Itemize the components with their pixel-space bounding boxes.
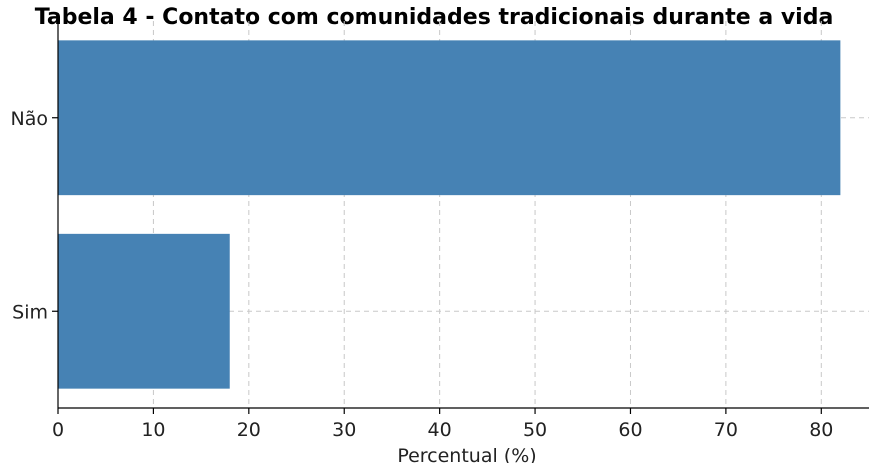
x-tick-label: 80 xyxy=(809,419,833,441)
ticks-layer: 0 10 20 30 40 50 60 70 80 Não Sim xyxy=(11,108,834,441)
y-tick-label: Não xyxy=(11,108,48,130)
bar xyxy=(58,233,230,389)
x-tick-label: 50 xyxy=(523,419,547,441)
x-tick-label: 60 xyxy=(618,419,642,441)
bar xyxy=(58,40,841,196)
x-tick-label: 30 xyxy=(332,419,356,441)
x-tick-label: 10 xyxy=(141,419,165,441)
x-tick-label: 40 xyxy=(428,419,452,441)
x-tick-label: 20 xyxy=(237,419,261,441)
axes-layer xyxy=(57,21,869,409)
x-tick-label: 0 xyxy=(52,419,64,441)
bars-layer xyxy=(58,40,841,389)
x-axis-label: Percentual (%) xyxy=(397,445,536,463)
chart-title: Tabela 4 - Contato com comunidades tradi… xyxy=(35,5,834,30)
y-tick-label: Sim xyxy=(12,301,48,323)
x-tick-label: 70 xyxy=(714,419,738,441)
